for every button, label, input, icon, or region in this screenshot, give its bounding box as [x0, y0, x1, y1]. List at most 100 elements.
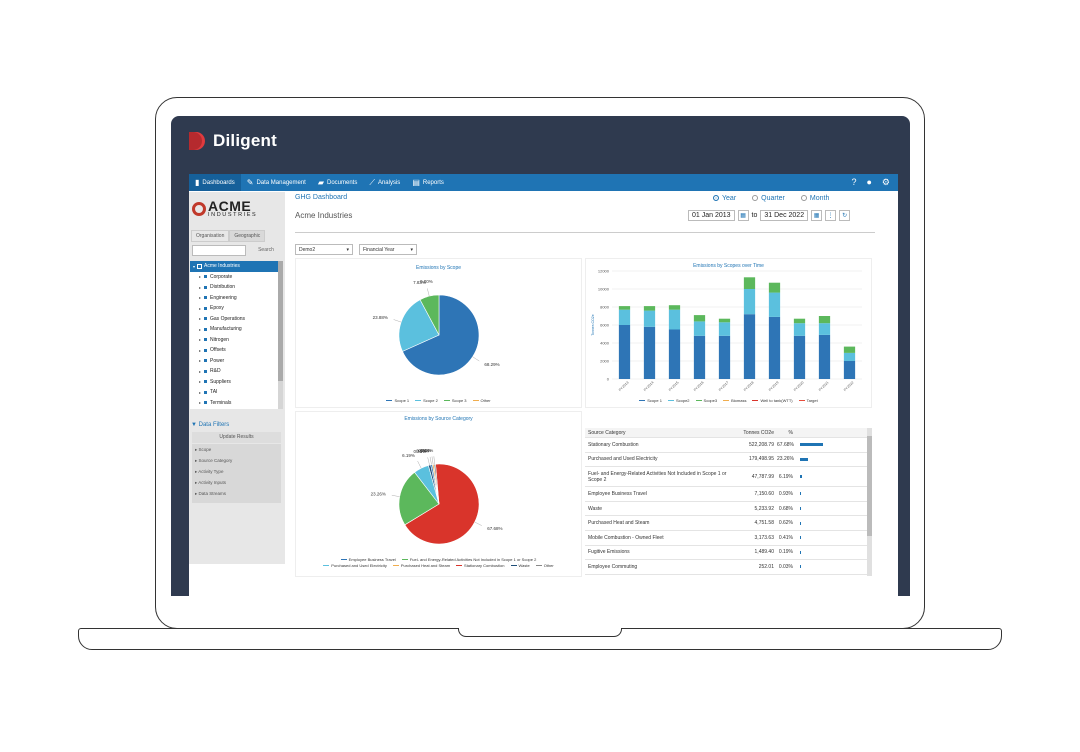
user-icon[interactable]: ● — [866, 177, 872, 187]
filter-item-activity-inputs[interactable]: ▸ Activity Inputs — [195, 480, 227, 485]
expand-arrow-icon[interactable]: ▸ — [199, 295, 202, 301]
sidebar-search-button[interactable]: Search — [258, 247, 274, 253]
checkbox[interactable] — [203, 358, 209, 364]
checkbox[interactable] — [203, 400, 209, 406]
bar-segment[interactable] — [743, 277, 756, 289]
bar-segment[interactable] — [793, 323, 806, 336]
legend-item[interactable]: Other — [472, 398, 491, 403]
filter-item-data-streams[interactable]: ▸ Data Streams — [195, 491, 227, 496]
tree-item[interactable]: ▸ Power — [190, 356, 278, 367]
table-row[interactable]: Employee Business Travel 7,150.60 0.93% — [585, 487, 872, 502]
pie-slice[interactable] — [398, 299, 440, 352]
col-percent[interactable]: % — [788, 429, 793, 436]
period-type-select[interactable]: Financial Year ▾ — [359, 244, 417, 255]
legend-item[interactable]: Other — [535, 563, 554, 568]
legend-item[interactable]: Scope2 — [667, 398, 690, 403]
bar-segment[interactable] — [843, 352, 856, 361]
legend-item[interactable]: Scope 1 — [386, 398, 409, 403]
radio-quarter[interactable] — [752, 195, 759, 201]
bar-segment[interactable] — [668, 309, 681, 330]
table-scroll-thumb[interactable] — [867, 436, 872, 536]
checkbox[interactable] — [203, 379, 209, 385]
tree-item[interactable]: ▸ Gas Operations — [190, 314, 278, 325]
legend-item[interactable]: Purchased Heat and Steam — [392, 563, 450, 568]
nav-dashboards[interactable]: ▮ Dashboards — [189, 174, 241, 191]
tree-item[interactable]: ▸ Distribution — [190, 282, 278, 293]
sidebar-search-input[interactable] — [192, 245, 246, 256]
tree-item[interactable]: ▸ Manufacturing — [190, 324, 278, 335]
nav-analysis[interactable]: ⟋ Analysis — [369, 177, 401, 187]
bar-segment[interactable] — [618, 306, 631, 310]
table-scrollbar[interactable] — [867, 428, 872, 576]
bar-segment[interactable] — [618, 309, 631, 325]
pie-slice[interactable] — [398, 471, 440, 526]
tree-item[interactable]: ▸ R&D — [190, 366, 278, 377]
bar-segment[interactable] — [693, 315, 706, 322]
more-icon[interactable]: ⋮ — [825, 210, 837, 221]
period-quarter[interactable]: Quarter — [752, 195, 785, 202]
bar-segment[interactable] — [843, 346, 856, 353]
expand-arrow-icon[interactable]: ▸ — [199, 368, 202, 374]
bar-segment[interactable] — [718, 335, 731, 379]
update-results-button[interactable]: Update Results — [192, 432, 281, 443]
tree-item[interactable]: ▸ TAI — [190, 387, 278, 398]
filter-item-source-category[interactable]: ▸ Source Category — [195, 458, 233, 463]
checkbox[interactable] — [197, 263, 203, 269]
date-to-input[interactable]: 31 Dec 2022 — [760, 210, 809, 221]
expand-arrow-icon[interactable]: ▸ — [199, 284, 202, 290]
bar-segment[interactable] — [768, 316, 781, 379]
table-row[interactable]: Waste 5,233.92 0.68% — [585, 502, 872, 517]
bar-segment[interactable] — [768, 292, 781, 317]
table-row[interactable]: Fugitive Emissions 1,489.40 0.19% — [585, 546, 872, 561]
filter-item-activity-type[interactable]: ▸ Activity Type — [195, 469, 224, 474]
expand-arrow-icon[interactable]: ▸ — [199, 400, 202, 406]
nav-reports[interactable]: ▤ Reports — [412, 178, 444, 187]
bar-segment[interactable] — [643, 306, 656, 311]
expand-arrow-icon[interactable]: ▸ — [199, 347, 202, 353]
checkbox[interactable] — [203, 295, 209, 301]
legend-item[interactable]: Employee Business Travel — [340, 557, 396, 562]
period-month[interactable]: Month — [800, 195, 829, 202]
legend-item[interactable]: Fuel- and Energy-Related Activities Not … — [401, 557, 536, 562]
bar-segment[interactable] — [693, 335, 706, 379]
table-row[interactable]: Purchased and Used Electricity 179,498.95… — [585, 453, 872, 468]
bar-segment[interactable] — [743, 289, 756, 315]
table-row[interactable]: Fuel- and Energy-Related Activities Not … — [585, 467, 872, 488]
table-row[interactable]: Purchased Heat and Steam 4,751.58 0.62% — [585, 516, 872, 531]
nav-documents[interactable]: ▰ Documents — [317, 178, 358, 187]
tree-item[interactable]: ▾ Acme Industries — [190, 261, 278, 272]
bar-segment[interactable] — [818, 323, 831, 335]
checkbox[interactable] — [203, 389, 209, 395]
table-row[interactable]: Mobile Combustion - Owned Fleet 3,173.63 0… — [585, 531, 872, 546]
period-year[interactable]: Year — [713, 195, 736, 202]
legend-item[interactable]: Target — [798, 398, 818, 403]
calendar-icon[interactable]: ▦ — [811, 210, 823, 221]
expand-arrow-icon[interactable]: ▸ — [199, 316, 202, 322]
checkbox[interactable] — [203, 274, 209, 280]
bar-segment[interactable] — [743, 314, 756, 379]
legend-item[interactable]: Purchased and Used Electricity — [323, 563, 387, 568]
tree-item[interactable]: ▸ Suppliers — [190, 377, 278, 388]
bar-segment[interactable] — [818, 334, 831, 379]
filter-item-scope[interactable]: ▸ Scope — [195, 447, 212, 452]
dataset-select[interactable]: Demo2 ▾ — [295, 244, 353, 255]
checkbox[interactable] — [203, 337, 209, 343]
gear-icon[interactable]: ⚙ — [881, 177, 890, 187]
tab-geographic[interactable]: Geographic — [229, 230, 266, 242]
expand-arrow-icon[interactable]: ▸ — [199, 305, 202, 311]
col-tonnes[interactable]: Tonnes CO2e — [743, 429, 774, 436]
refresh-icon[interactable]: ↻ — [839, 210, 851, 221]
bar-segment[interactable] — [618, 325, 631, 379]
bar-segment[interactable] — [668, 305, 681, 310]
checkbox[interactable] — [203, 347, 209, 353]
tree-scroll-thumb[interactable] — [278, 261, 283, 381]
expand-arrow-icon[interactable]: ▸ — [199, 274, 202, 280]
legend-item[interactable]: Waste — [510, 563, 530, 568]
checkbox[interactable] — [203, 284, 209, 290]
table-row[interactable]: Employee Commuting 252.01 0.03% — [585, 560, 872, 575]
tree-item[interactable]: ▸ Terminals — [190, 398, 278, 409]
tree-item[interactable]: ▸ Epoxy — [190, 303, 278, 314]
checkbox[interactable] — [203, 368, 209, 374]
bar-segment[interactable] — [718, 322, 731, 336]
tree-item[interactable]: ▸ Corporate — [190, 272, 278, 283]
